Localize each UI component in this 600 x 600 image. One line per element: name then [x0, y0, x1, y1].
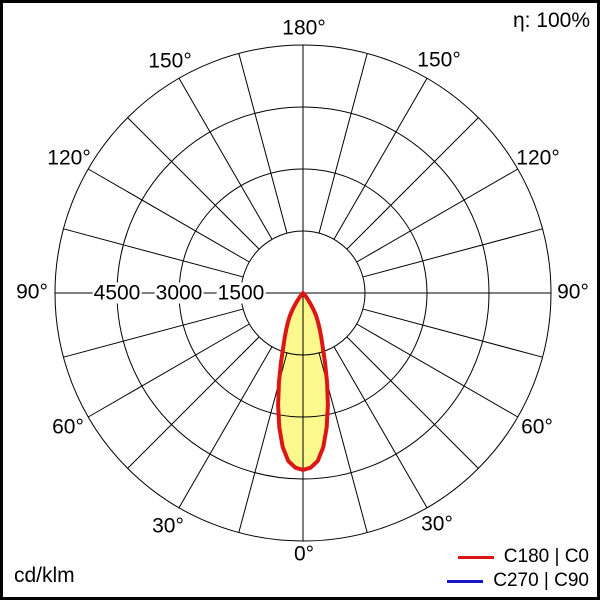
legend: C180 | C0 C270 | C90: [447, 546, 589, 592]
angle-label-30deg: 30°: [421, 512, 453, 536]
angle-label-60deg: 60°: [521, 415, 553, 439]
grid-spoke-225: [127, 117, 260, 250]
angle-label-90deg: 90°: [16, 280, 48, 304]
grid-spoke-210: [178, 77, 273, 240]
angle-label-0deg: 0°: [293, 542, 315, 566]
radial-tick-label-1500: 1500: [216, 281, 266, 305]
angle-label-150deg: 150°: [417, 48, 461, 72]
angle-label-30deg: 30°: [152, 514, 184, 538]
legend-entry-c180-c0: C180 | C0: [447, 546, 589, 568]
grid-spoke-255: [63, 228, 244, 278]
grid-spoke-30: [333, 346, 428, 509]
angle-label-90deg: 90°: [557, 280, 589, 304]
polar-chart-svg: [54, 44, 552, 542]
legend-label-c180-c0: C180 | C0: [503, 546, 589, 568]
angle-label-120deg: 120°: [516, 146, 560, 170]
grid-spoke-60: [356, 323, 519, 418]
grid-spoke-285: [63, 308, 244, 358]
angle-label-150deg: 150°: [148, 49, 192, 73]
legend-line-c180-c0-icon: [457, 556, 494, 560]
grid-spoke-315: [127, 336, 260, 469]
grid-spoke-150: [333, 77, 428, 240]
grid-spoke-165: [318, 53, 368, 234]
grid-spoke-300: [87, 323, 250, 418]
grid-spoke-45: [346, 336, 479, 469]
grid-spoke-75: [362, 308, 543, 358]
angle-label-120deg: 120°: [47, 146, 91, 170]
legend-line-c270-c90-icon: [447, 580, 484, 584]
grid-spoke-240: [87, 168, 250, 263]
efficiency-label: η: 100%: [512, 9, 590, 32]
radial-tick-label-4500: 4500: [92, 281, 142, 305]
unit-label: cd/klm: [14, 564, 75, 587]
grid-spoke-105: [362, 228, 543, 278]
legend-label-c270-c90: C270 | C90: [493, 570, 589, 592]
grid-spoke-135: [346, 117, 479, 250]
grid-spoke-120: [356, 168, 519, 263]
angle-label-180deg: 180°: [282, 16, 326, 40]
angle-label-60deg: 60°: [52, 415, 84, 439]
beam-curve-c0: [276, 291, 330, 472]
legend-entry-c270-c90: C270 | C90: [447, 570, 589, 592]
radial-tick-label-3000: 3000: [154, 281, 204, 305]
grid-spoke-195: [238, 53, 288, 234]
grid-spoke-330: [178, 346, 273, 509]
